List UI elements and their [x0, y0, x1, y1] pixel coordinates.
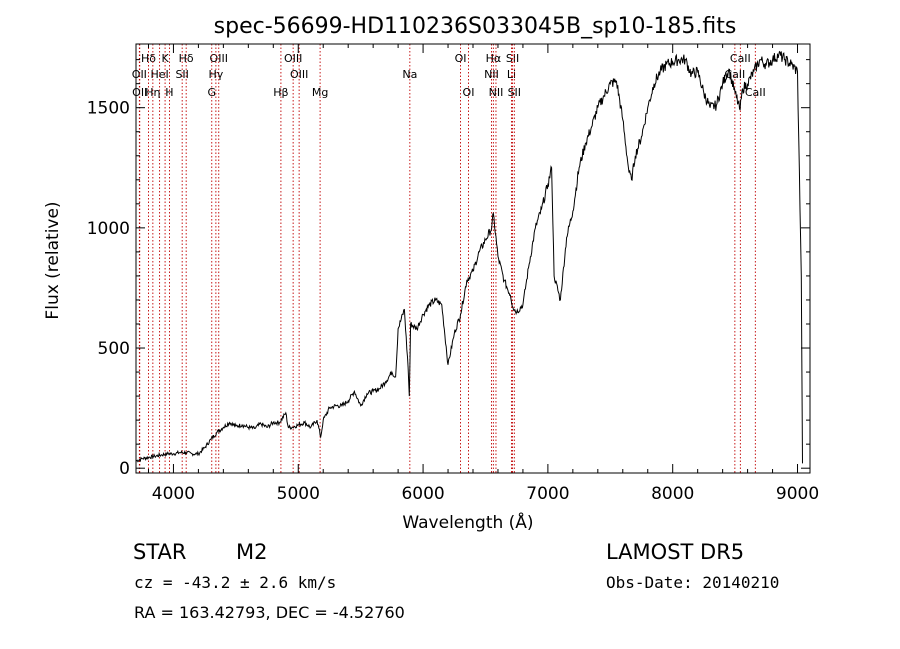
line-label: OIII	[290, 68, 308, 81]
y-axis-label: Flux (relative)	[43, 201, 63, 319]
x-tick-label: 5000	[277, 484, 320, 504]
line-label: CaII	[745, 86, 766, 99]
line-label: SII	[508, 86, 521, 99]
object-class: STAR	[133, 540, 187, 564]
observation-date: Obs-Date: 20140210	[606, 573, 780, 592]
line-label: SII	[506, 52, 519, 65]
line-label: Hγ	[208, 68, 223, 81]
redshift-velocity: cz = -43.2 ± 2.6 km/s	[134, 573, 337, 592]
line-label: SII	[175, 68, 188, 81]
y-tick-label: 1500	[87, 99, 130, 119]
y-tick-label: 1000	[87, 219, 130, 239]
line-label: OI	[455, 52, 467, 65]
line-label: CaII	[730, 52, 751, 65]
ra-dec-coordinates: RA = 163.42793, DEC = -4.52760	[134, 603, 405, 622]
line-label: NII	[484, 68, 499, 81]
line-label: H	[165, 86, 173, 99]
line-label: K	[161, 52, 169, 65]
line-label: Hα	[486, 52, 502, 65]
y-tick-label: 0	[119, 459, 130, 479]
x-tick-label: 7000	[526, 484, 569, 504]
survey-name: LAMOST DR5	[606, 540, 745, 564]
line-label: Hβ	[273, 86, 288, 99]
x-tick-label: 6000	[401, 484, 444, 504]
x-tick-label: 9000	[776, 484, 819, 504]
line-label: OI	[463, 86, 475, 99]
chart-title: spec-56699-HD110236S033045B_sp10-185.fit…	[214, 14, 737, 39]
spectrum-line	[135, 50, 803, 464]
x-tick-label: 4000	[152, 484, 195, 504]
line-label: Li	[507, 68, 516, 81]
line-label: Hη	[145, 86, 160, 99]
spectrum-plot: spec-56699-HD110236S033045B_sp10-185.fit…	[43, 14, 819, 533]
x-tick-label: 8000	[651, 484, 694, 504]
line-label: Na	[402, 68, 417, 81]
line-label: NII	[489, 86, 504, 99]
line-label: HeI	[150, 68, 168, 81]
line-label: Hδ	[179, 52, 194, 65]
object-subclass: M2	[236, 540, 268, 564]
x-axis-label: Wavelength (Å)	[402, 511, 533, 533]
y-tick-label: 500	[98, 339, 130, 359]
line-label: Mg	[312, 86, 328, 99]
plot-frame	[135, 43, 811, 474]
line-label: Hδ	[141, 52, 156, 65]
line-label: G	[207, 86, 216, 99]
line-label: OIII	[210, 52, 228, 65]
line-label: OIII	[284, 52, 302, 65]
